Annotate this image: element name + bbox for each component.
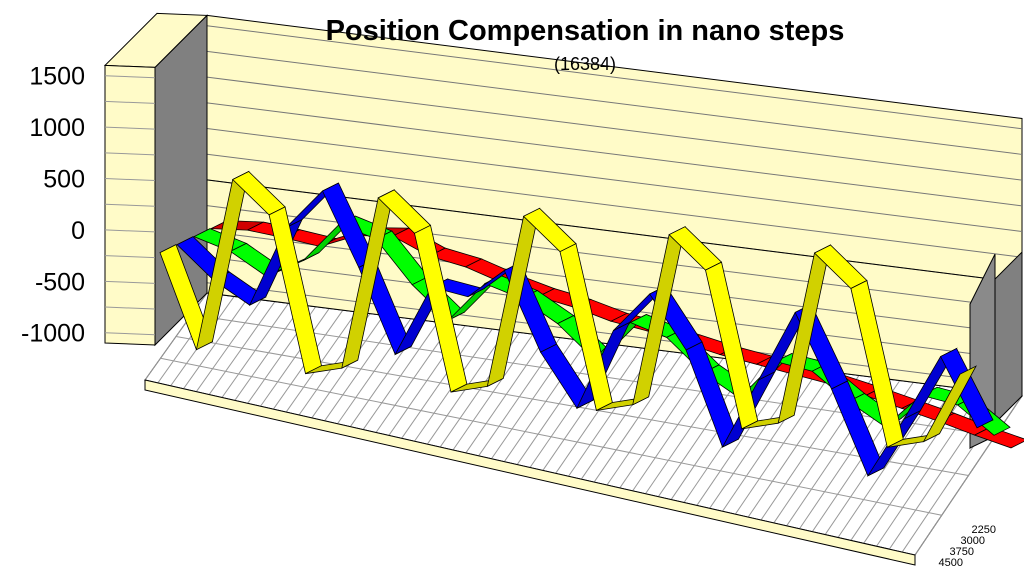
gridline — [206, 128, 1023, 233]
floor-gridline — [503, 340, 588, 462]
floor-gridline — [606, 354, 697, 486]
floor-gridline — [260, 308, 330, 407]
gridline — [104, 306, 156, 310]
y-axis-ticks: 1500 1000 500 0 -500 -1000 — [21, 63, 85, 348]
gridline — [206, 153, 1023, 258]
gridline — [104, 229, 156, 233]
gridline — [104, 100, 156, 104]
y-tick-label: 500 — [43, 166, 85, 194]
gridline — [206, 25, 1023, 130]
chart-title: Position Compensation in nano steps — [326, 15, 845, 47]
floor-gridline — [542, 345, 629, 471]
floor-gridline — [555, 347, 643, 474]
floor-gridline — [696, 366, 792, 506]
gridline — [206, 230, 1023, 335]
floor-gridline — [362, 321, 439, 430]
floor-gridline — [375, 323, 452, 433]
chart-floor — [144, 292, 1023, 566]
y-tick-label: -1000 — [21, 320, 85, 348]
gridline — [104, 152, 156, 156]
ribbon-segment — [922, 365, 977, 443]
floor-gridline — [183, 297, 249, 390]
gridline — [104, 280, 156, 284]
y-tick-label: 1000 — [29, 114, 85, 142]
y-tick-label: 0 — [71, 217, 85, 245]
y-tick-label: 1500 — [29, 63, 85, 91]
floor-gridline — [311, 315, 384, 419]
series-ribbons — [159, 170, 1024, 477]
gridline — [104, 332, 156, 336]
floor-gridline — [722, 369, 819, 512]
gridline — [206, 102, 1023, 207]
series-ribbon — [159, 170, 977, 448]
gridline — [104, 75, 156, 79]
floor-edge — [144, 379, 916, 566]
floor-gridline — [593, 352, 683, 483]
floor-gridline — [734, 371, 833, 515]
ribbon-segment — [940, 347, 994, 429]
floor-gridline — [234, 304, 303, 401]
gridline — [104, 203, 156, 207]
floor-gridline — [401, 327, 480, 439]
floor-gridline — [195, 299, 262, 392]
floor-gridline — [221, 303, 289, 398]
gridline — [104, 126, 156, 130]
floor-gridline — [452, 333, 534, 451]
depth-tick-label: 4500 — [939, 557, 963, 569]
floor-gridline — [285, 311, 357, 413]
gridline — [206, 50, 1023, 155]
gridline — [104, 255, 156, 259]
floor-gridline — [208, 301, 276, 395]
depth-tick-label: 2250 — [972, 524, 996, 536]
chart-subtitle: (16384) — [554, 54, 616, 74]
depth-tick-label: 3750 — [950, 546, 974, 558]
floor-gridline — [747, 373, 846, 518]
gridline — [104, 178, 156, 182]
y-tick-label: -500 — [35, 268, 85, 296]
ribbon-segment — [973, 426, 1024, 449]
floor-gridline — [324, 316, 398, 422]
chart-right-wall — [969, 250, 1023, 450]
floor-gridline — [465, 335, 547, 454]
depth-tick-label: 3000 — [961, 535, 985, 547]
gridline — [206, 76, 1023, 181]
floor-gridline — [619, 356, 710, 489]
